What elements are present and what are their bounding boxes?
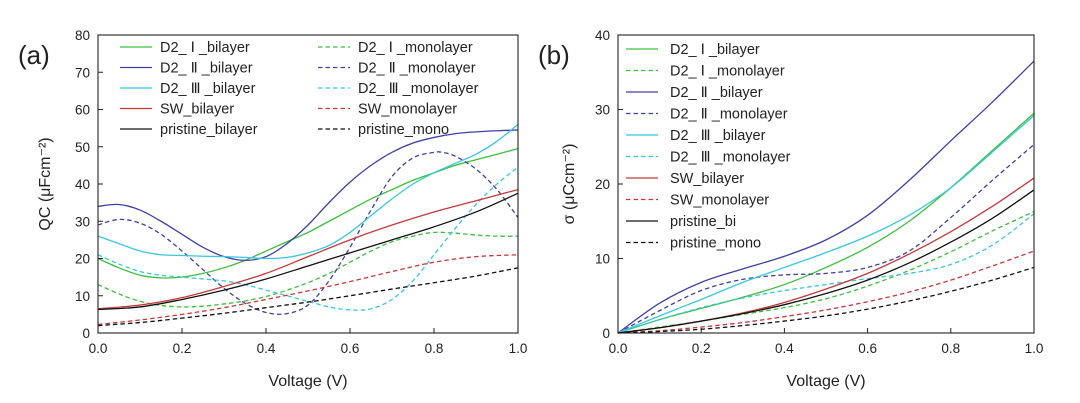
- panel-a-y-tick-label: 70: [75, 65, 90, 80]
- legend-label-d2-monolayer: D2_ Ⅰ _monolayer: [358, 40, 473, 56]
- panel-a: (a) 0.0 0.2 0.4 0.6 0.8 1.001020304050607080 …: [18, 28, 527, 390]
- panel-a-y-tick-label: 50: [75, 140, 90, 155]
- legend-label-sw-monolayer: SW_monolayer: [670, 193, 769, 209]
- panel-b-y-tick-label: 10: [595, 252, 610, 267]
- series-line-pristine-bilayer: [97, 192, 519, 311]
- panel-a-plot-frame: [97, 34, 519, 334]
- series-line-d2-monolayer: [97, 151, 519, 315]
- panel-b-x-tick-label: 0.0: [609, 341, 628, 356]
- panel-b-y-axis-title: σ (μCcm⁻²): [561, 144, 578, 225]
- series-line-d2-monolayer: [617, 213, 1035, 334]
- panel-a-x-tick-label: 0.4: [257, 341, 276, 356]
- series-line-d2-bilayer: [97, 129, 519, 262]
- panel-b-x-tick-label: 1.0: [1025, 341, 1044, 356]
- panel-a-x-tick-label: 0.8: [425, 341, 444, 356]
- legend-label-d2-monolayer: D2_ Ⅲ _monolayer: [670, 150, 791, 166]
- panel-a-x-tick-label: 0.2: [173, 341, 192, 356]
- panel-a-x-tick-label: 0.0: [89, 341, 108, 356]
- series-line-pristine-bi: [617, 189, 1035, 334]
- legend-label-sw-monolayer: SW_monolayer: [358, 102, 457, 118]
- legend-label-pristine-mono: pristine_mono: [358, 122, 449, 138]
- legend-label-d2-bilayer: D2_ Ⅱ _bilayer: [670, 85, 763, 101]
- legend-label-d2-bilayer: D2_ Ⅰ _bilayer: [160, 40, 250, 56]
- series-line-sw-monolayer: [97, 254, 519, 326]
- legend-label-d2-bilayer: D2_ Ⅲ _bilayer: [670, 128, 766, 144]
- panel-b-x-tick-label: 0.4: [775, 341, 794, 356]
- panel-a-series: [97, 123, 519, 327]
- legend-label-sw-bilayer: SW_bilayer: [160, 102, 234, 118]
- legend-label-sw-bilayer: SW_bilayer: [670, 171, 744, 187]
- legend-label-d2-monolayer: D2_ Ⅱ _monolayer: [358, 61, 476, 77]
- panel-a-y-tick-label: 60: [75, 103, 90, 118]
- legend-label-d2-monolayer: D2_ Ⅱ _monolayer: [670, 107, 788, 123]
- series-line-d2-monolayer: [97, 166, 519, 311]
- panel-a-y-tick-label: 30: [75, 214, 90, 229]
- legend-label-d2-bilayer: D2_ Ⅰ _bilayer: [670, 42, 760, 58]
- panel-b-label: (b): [538, 40, 570, 70]
- series-line-d2-monolayer: [97, 231, 519, 308]
- panel-b-x-tick-label: 0.2: [692, 341, 711, 356]
- legend-label-pristine-bilayer: pristine_bilayer: [160, 122, 258, 138]
- series-line-pristine-mono: [617, 266, 1035, 334]
- panel-b-x-axis-title: Voltage (V): [786, 373, 865, 390]
- panel-b-y-tick-label: 20: [595, 177, 610, 192]
- panel-a-x-tick-label: 0.6: [341, 341, 360, 356]
- panel-b-x-tick-label: 0.6: [858, 341, 877, 356]
- panel-a-x-axis-title: Voltage (V): [268, 373, 347, 390]
- legend-label-pristine-mono: pristine_mono: [670, 236, 761, 252]
- series-line-d2-bilayer: [617, 60, 1035, 334]
- panel-a-ticks: 0.0 0.2 0.4 0.6 0.8 1.0 0 10 20 30 40 50 60 70 80: [75, 28, 527, 356]
- series-line-sw-bilayer: [97, 188, 519, 310]
- panel-b-series: [617, 60, 1035, 334]
- series-line-d2-bilayer: [97, 147, 519, 279]
- legend-label-d2-monolayer: D2_ Ⅲ _monolayer: [358, 81, 479, 97]
- series-line-pristine-mono: [97, 267, 519, 327]
- legend-label-d2-bilayer: D2_ Ⅲ _bilayer: [160, 81, 256, 97]
- series-line-d2-bilayer: [97, 123, 519, 260]
- panel-b-ticks: 0.0 0.2 0.4 0.6 0.8 1.0 0 10 20 30 40: [595, 28, 1043, 356]
- panel-a-y-tick-label: 80: [75, 28, 90, 43]
- series-line-d2-bilayer: [617, 114, 1035, 334]
- series-line-d2-monolayer: [617, 144, 1035, 334]
- panel-b: (b) 0.0 0.2 0.4 0.6 0.8 1.0 0 10 20 30 40 D2_ Ⅰ _b…: [538, 28, 1043, 390]
- legend-label-d2-bilayer: D2_ Ⅱ _bilayer: [160, 61, 253, 77]
- panel-a-x-tick-label: 1.0: [509, 341, 528, 356]
- panel-a-y-tick-label: 20: [75, 252, 90, 267]
- panel-a-y-tick-label: 40: [75, 177, 90, 192]
- panel-b-y-tick-label: 40: [595, 28, 610, 43]
- panel-a-y-axis-title: QC (μFcm⁻²): [37, 137, 54, 230]
- legend-label-d2-monolayer: D2_ Ⅰ _monolayer: [670, 64, 785, 80]
- panel-a-y-tick-label: 10: [75, 289, 90, 304]
- series-line-sw-monolayer: [617, 250, 1035, 334]
- panel-b-y-tick-label: 0: [602, 326, 610, 341]
- panel-b-y-tick-label: 30: [595, 103, 610, 118]
- panel-b-x-tick-label: 0.8: [941, 341, 960, 356]
- panel-b-legend: D2_ Ⅰ _bilayer D2_ Ⅰ _monolayer D2_ Ⅱ _bil…: [626, 42, 791, 252]
- panel-a-y-tick-label: 0: [82, 326, 90, 341]
- legend-label-pristine-bi: pristine_bi: [670, 214, 736, 230]
- panel-a-label: (a): [18, 40, 50, 70]
- panel-a-legend: D2_ Ⅰ _bilayer D2_ Ⅰ _monolayer D2_ Ⅱ _bil…: [120, 40, 479, 138]
